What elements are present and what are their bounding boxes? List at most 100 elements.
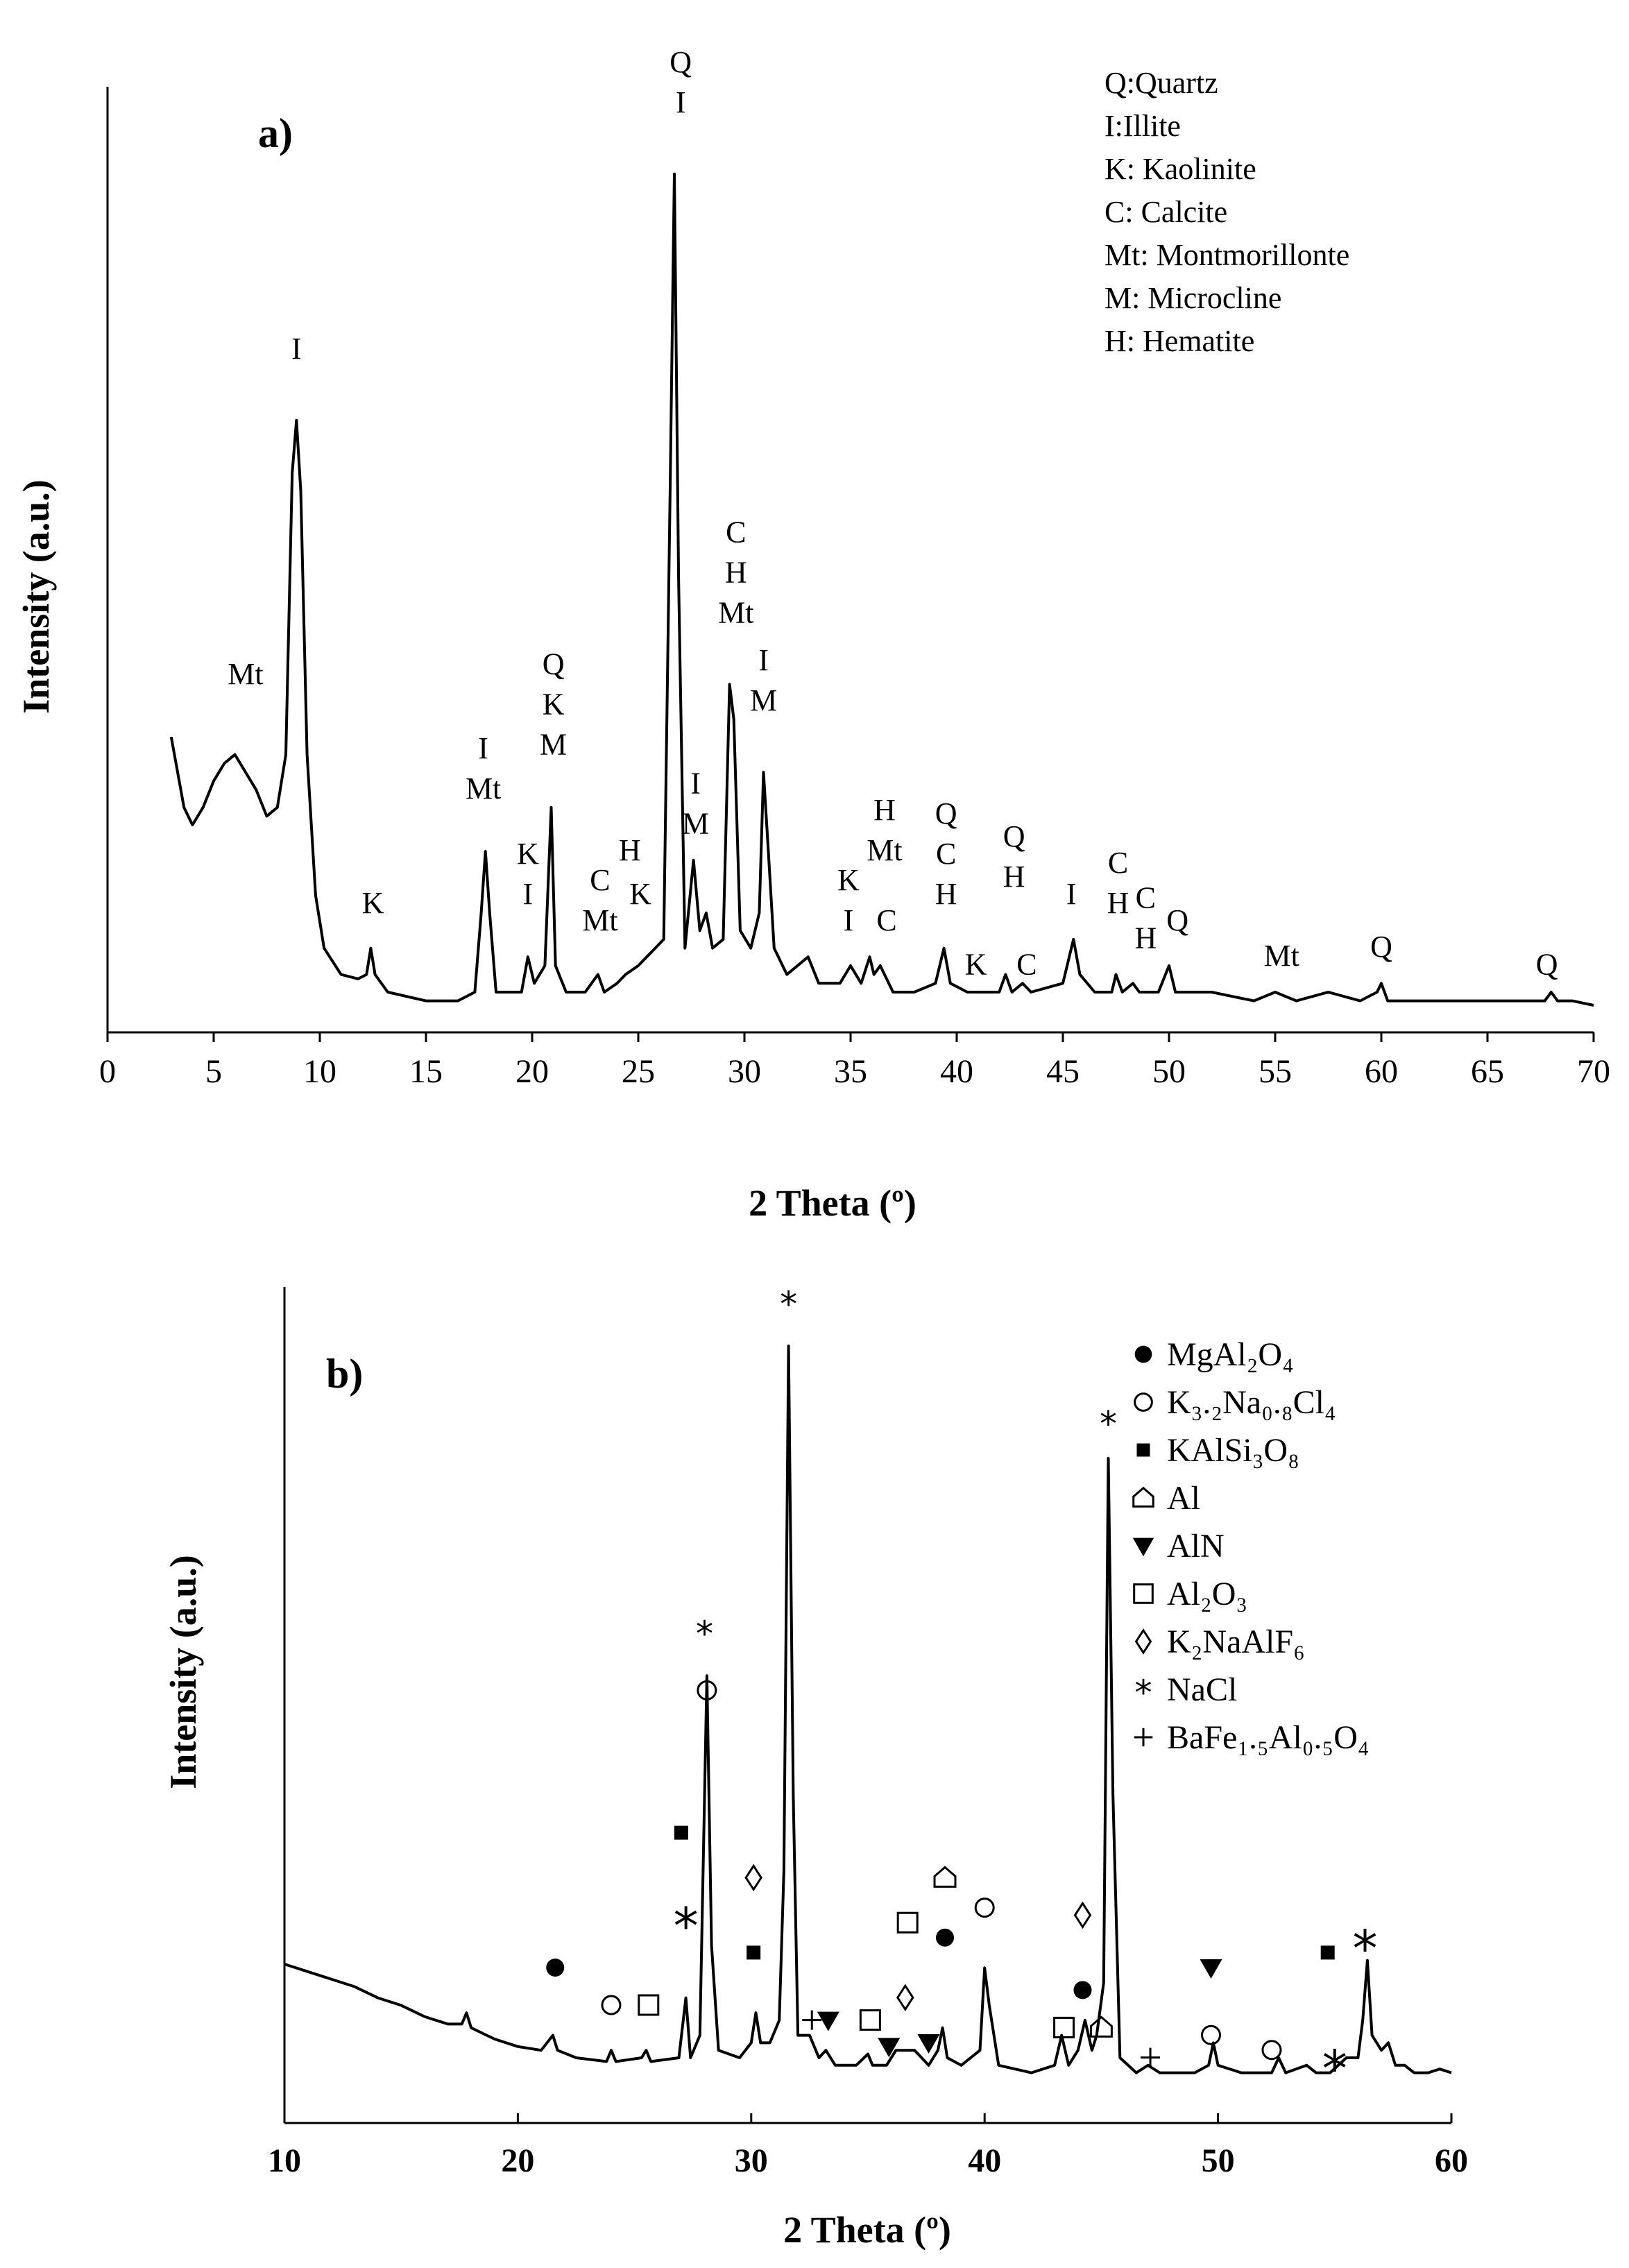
open-circle-marker	[974, 1898, 995, 1918]
panel-b-label: b)	[326, 1351, 363, 1397]
a-peak-annotation: Mt	[718, 595, 753, 629]
a-peak-annotation: K	[629, 877, 651, 911]
a-x-tick-label: 20	[515, 1053, 549, 1090]
open-house-marker	[1089, 2015, 1113, 2038]
asterisk-large-marker: *	[674, 1897, 699, 1955]
a-peak-annotation: H	[1134, 921, 1157, 955]
panel-a-y-label: Intensity (a.u.)	[15, 479, 57, 714]
a-peak-annotation: K	[362, 886, 384, 920]
plus-marker	[802, 2010, 822, 2030]
a-peak-annotation: I	[1066, 877, 1077, 911]
panel-b-phase-markers: * * * * * *	[546, 1284, 1378, 2097]
b-x-tick-label: 10	[268, 2142, 301, 2179]
panel-a-ticks: 0 5 10 15 20 25 30 35 40 45 50 55 60 65 70	[99, 1032, 1610, 1090]
a-peak-annotation: I	[844, 903, 854, 937]
a-peak-annotation: I	[478, 731, 488, 765]
legend-a-quartz: Q:Quartz	[1105, 66, 1218, 100]
a-peak-annotation: C	[726, 515, 746, 549]
a-x-tick-label: 55	[1259, 1053, 1292, 1090]
a-peak-annotation: Q	[935, 796, 957, 830]
a-peak-annotation: K	[965, 948, 987, 982]
legend-a-microcline: M: Microcline	[1105, 281, 1281, 315]
legend-a-kaolinite: K: Kaolinite	[1105, 152, 1256, 186]
a-peak-annotation: H	[1003, 860, 1025, 894]
legend-a-illite: I:Illite	[1105, 109, 1181, 143]
open-square-marker	[638, 1994, 660, 2016]
asterisk-small-marker: *	[780, 1284, 797, 1324]
a-peak-annotation: I	[676, 85, 686, 119]
a-peak-annotation: M	[540, 728, 567, 762]
panel-a-series-line	[169, 172, 1594, 1007]
a-peak-annotation: C	[1016, 948, 1037, 982]
open-diamond-marker	[1134, 1628, 1152, 1655]
b-x-tick-label: 60	[1435, 2142, 1468, 2179]
asterisk-small-marker: *	[696, 1614, 713, 1654]
open-circle-marker	[1201, 2024, 1222, 2045]
panel-b: b) 10 20 30 40 50 60 * * * * * * MgAl₂O₄ K₃.₂Na₀.₈C…	[162, 1284, 1468, 2251]
asterisk-large-marker: *	[1322, 2039, 1347, 2097]
open-circle-marker	[1134, 1392, 1153, 1412]
open-square-marker	[1133, 1583, 1154, 1604]
a-peak-annotation: K	[543, 688, 565, 722]
a-peak-annotation: Mt	[582, 903, 617, 937]
b-x-tick-label: 50	[1202, 2142, 1235, 2179]
a-x-tick-label: 0	[99, 1053, 116, 1090]
a-x-tick-label: 45	[1046, 1053, 1080, 1090]
a-peak-annotation: H	[725, 555, 747, 589]
filled-square-marker	[747, 1945, 761, 1960]
plus-marker	[1141, 2047, 1161, 2067]
a-peak-annotation: C	[590, 863, 610, 897]
b-x-tick-label: 30	[735, 2142, 768, 2179]
a-peak-annotation: Q	[669, 45, 692, 79]
open-square-marker	[896, 1911, 919, 1934]
a-x-tick-label: 15	[409, 1053, 443, 1090]
a-peak-annotation: K	[517, 837, 539, 871]
panel-a: a) 0 5 10 15 20 25 30 35 40 45 50 55 60 65 70 MtIKIMtK…	[15, 45, 1610, 1224]
filled-circle-marker	[546, 1959, 565, 1977]
a-x-tick-label: 40	[940, 1053, 973, 1090]
panel-a-peak-annotations: MtIKIMtKIQKMCMtHKQIIMCHMtIMKIHMtCQCHKQHC…	[228, 45, 1558, 982]
legend-b-item: NaCl	[1167, 1671, 1237, 1708]
a-peak-annotation: I	[758, 643, 769, 677]
legend-b-item: Al₂O₃	[1167, 1576, 1247, 1612]
legend-a-calcite: C: Calcite	[1105, 195, 1227, 229]
filled-down-triangle-marker	[1132, 1537, 1154, 1557]
open-circle-marker	[601, 1995, 622, 2015]
legend-b-item: KAlSi₃O₈	[1167, 1432, 1299, 1469]
open-house-marker	[933, 1866, 957, 1888]
panel-a-x-label: 2 Theta (º)	[749, 1182, 916, 1224]
asterisk-large-marker: *	[1353, 1920, 1378, 1978]
a-x-tick-label: 10	[303, 1053, 336, 1090]
filled-circle-marker	[936, 1928, 955, 1947]
legend-b-item: BaFe₁.₅Al₀.₅O₄	[1167, 1719, 1370, 1756]
b-x-tick-label: 40	[968, 2142, 1001, 2179]
a-x-tick-label: 65	[1471, 1053, 1504, 1090]
panel-b-series-line	[284, 1345, 1452, 2074]
a-x-tick-label: 60	[1365, 1053, 1398, 1090]
a-peak-annotation: Mt	[228, 657, 263, 691]
filled-down-triangle-marker	[878, 2038, 901, 2058]
open-square-marker	[859, 2009, 881, 2031]
a-x-tick-label: 70	[1577, 1053, 1610, 1090]
panel-a-legend: Q:Quartz I:Illite K: Kaolinite C: Calcit…	[1105, 66, 1349, 358]
open-diamond-marker	[1073, 1901, 1092, 1929]
a-peak-annotation: C	[936, 837, 956, 871]
filled-down-triangle-marker	[917, 2034, 940, 2054]
open-house-marker	[1132, 1486, 1154, 1508]
a-peak-annotation: H	[1107, 886, 1129, 920]
panel-b-legend: MgAl₂O₄ K₃.₂Na₀.₈Cl₄ KAlSi₃O₈ Al AlN Al₂O₃ K₂N…	[1132, 1336, 1370, 1756]
a-peak-annotation: C	[1136, 881, 1156, 915]
a-peak-annotation: I	[690, 767, 701, 801]
open-diamond-marker	[896, 1984, 914, 2011]
legend-b-item: AlN	[1167, 1528, 1225, 1564]
filled-square-marker	[1136, 1443, 1150, 1457]
legend-a-montmorillonite: Mt: Montmorillonte	[1105, 238, 1349, 272]
a-x-tick-label: 5	[205, 1053, 222, 1090]
b-x-tick-label: 20	[501, 2142, 534, 2179]
open-square-marker	[1053, 2016, 1075, 2038]
open-circle-marker	[1261, 2040, 1282, 2061]
legend-b-item: K₂NaAlF₆	[1167, 1623, 1305, 1660]
a-x-tick-label: 30	[728, 1053, 761, 1090]
a-peak-annotation: Mt	[867, 833, 902, 867]
